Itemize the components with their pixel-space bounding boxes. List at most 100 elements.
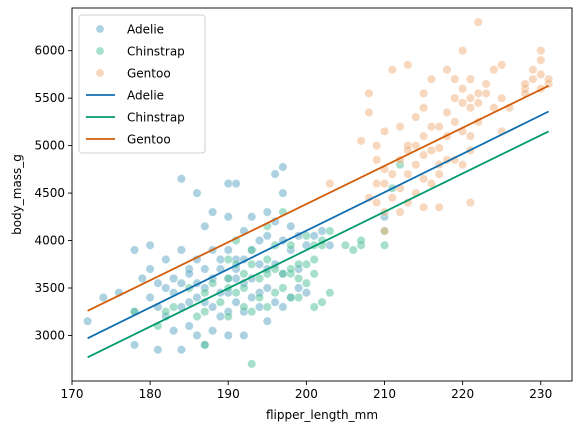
plot-area [83,17,554,369]
scatter-point-chinstrap [239,283,249,293]
scatter-point-chinstrap [223,255,233,265]
legend-marker-chinstrap [95,46,105,56]
scatter-point-gentoo [458,160,468,170]
regression-line-adelie [87,110,549,340]
scatter-point-gentoo [419,174,429,184]
scatter-point-gentoo [458,46,468,56]
scatter-point-gentoo [411,112,421,122]
y-axis-label: body_mass_g [10,154,24,235]
scatter-point-chinstrap [255,273,265,283]
scatter-point-chinstrap [294,273,304,283]
scatter-point-gentoo [426,179,436,189]
axes-frame [71,7,573,382]
scatter-point-chinstrap [325,226,335,236]
scatter-point-adelie [309,231,319,241]
y-tick-label: 6000 [34,44,65,58]
scatter-point-chinstrap [169,302,179,312]
scatter-point-gentoo [465,74,475,84]
scatter-point-adelie [192,188,202,198]
scatter-point-chinstrap [309,302,319,312]
scatter-point-adelie [239,330,249,340]
y-tick-label: 3500 [34,281,65,295]
scatter-point-gentoo [458,98,468,108]
scatter-point-adelie [200,221,210,231]
scatter-point-gentoo [356,136,366,146]
scatter-point-adelie [223,212,233,222]
x-tick-label: 230 [529,387,552,401]
scatter-point-gentoo [465,131,475,141]
scatter-point-gentoo [426,74,436,84]
scatter-point-adelie [325,240,335,250]
scatter-point-chinstrap [255,292,265,302]
scatter-point-gentoo [473,98,483,108]
scatter-point-adelie [176,174,186,184]
scatter-point-chinstrap [286,264,296,274]
scatter-point-chinstrap [247,359,257,369]
scatter-point-adelie [184,321,194,331]
scatter-point-adelie [161,255,171,265]
scatter-point-chinstrap [247,259,257,269]
scatter-point-chinstrap [309,269,319,279]
scatter-point-adelie [184,297,194,307]
y-tick-label: 5500 [34,91,65,105]
scatter-point-gentoo [379,126,389,136]
y-tick-label: 4500 [34,186,65,200]
scatter-point-adelie [278,302,288,312]
scatter-point-gentoo [434,202,444,212]
scatter-point-adelie [231,179,241,189]
scatter-point-adelie [255,302,265,312]
scatter-point-gentoo [403,141,413,151]
scatter-point-adelie [262,207,272,217]
scatter-point-adelie [286,221,296,231]
scatter-point-chinstrap [200,288,210,298]
scatter-point-adelie [98,292,108,302]
scatter-point-chinstrap [247,307,257,317]
scatter-point-adelie [262,231,272,241]
scatter-point-gentoo [450,117,460,127]
scatter-point-chinstrap [356,236,366,246]
scatter-point-gentoo [395,122,405,132]
x-tick-label: 170 [61,387,84,401]
scatter-point-chinstrap [270,288,280,298]
regression-line-chinstrap [87,130,549,359]
scatter-point-adelie [223,179,233,189]
scatter-point-adelie [200,264,210,274]
legend-label: Chinstrap [127,111,185,125]
scatter-point-chinstrap [340,240,350,250]
scatter-point-chinstrap [379,240,389,250]
scatter-point-chinstrap [286,240,296,250]
scatter-point-chinstrap [348,245,358,255]
scatter-point-chinstrap [309,255,319,265]
scatter-point-chinstrap [208,278,218,288]
scatter-point-gentoo [325,179,335,189]
x-tick-label: 190 [217,387,240,401]
scatter-point-gentoo [536,69,546,79]
scatter-point-adelie [208,207,218,217]
scatter-point-adelie [247,212,257,222]
scatter-point-adelie [270,169,280,179]
scatter-point-adelie [176,345,186,355]
scatter-point-gentoo [465,198,475,208]
y-tick-label: 3000 [34,328,65,342]
x-tick-label: 200 [295,387,318,401]
scatter-point-adelie [317,226,327,236]
scatter-point-gentoo [528,74,538,84]
scatter-point-gentoo [473,88,483,98]
scatter-point-adelie [137,273,147,283]
scatter-point-chinstrap [247,245,257,255]
x-axis-label: flipper_length_mm [266,408,378,422]
scatter-point-gentoo [489,65,499,75]
scatter-point-adelie [262,316,272,326]
scatter-point-gentoo [536,55,546,65]
scatter-point-adelie [176,278,186,288]
scatter-point-adelie [130,245,140,255]
scatter-point-gentoo [426,122,436,132]
scatter-point-adelie [215,311,225,321]
scatter-point-adelie [192,330,202,340]
scatter-point-gentoo [379,226,389,236]
scatter-point-adelie [223,245,233,255]
scatter-point-chinstrap [301,259,311,269]
scatter-point-gentoo [372,155,382,165]
scatter-point-gentoo [465,93,475,103]
